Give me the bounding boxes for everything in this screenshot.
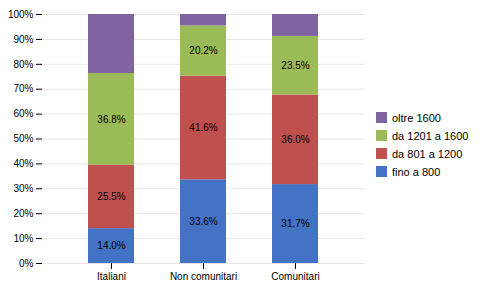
svg-text:100%: 100% xyxy=(8,9,34,20)
svg-text:25.5%: 25.5% xyxy=(97,191,125,202)
svg-text:23.5%: 23.5% xyxy=(281,60,309,71)
svg-text:30%: 30% xyxy=(13,183,33,194)
svg-text:10%: 10% xyxy=(13,233,33,244)
svg-text:33.6%: 33.6% xyxy=(189,216,217,227)
html-text:fino a 800: fino a 800 xyxy=(392,165,441,178)
svg-text:Comunitari: Comunitari xyxy=(271,271,319,282)
svg-text:20%: 20% xyxy=(13,208,33,219)
svg-text:40%: 40% xyxy=(13,158,33,169)
svg-text:Italiani: Italiani xyxy=(97,271,126,282)
html-text:oltre 1600: oltre 1600 xyxy=(392,111,441,124)
svg-text:20.2%: 20.2% xyxy=(189,45,217,56)
svg-text:50%: 50% xyxy=(13,133,33,144)
svg-text:31.7%: 31.7% xyxy=(281,218,309,229)
svg-text:14.0%: 14.0% xyxy=(97,240,125,251)
svg-text:0%: 0% xyxy=(19,258,34,269)
svg-text:36.0%: 36.0% xyxy=(281,134,309,145)
svg-text:60%: 60% xyxy=(13,108,33,119)
svg-text:90%: 90% xyxy=(13,34,33,45)
html-text:da 801 a 1200: da 801 a 1200 xyxy=(392,147,463,160)
svg-text:70%: 70% xyxy=(13,83,33,94)
svg-text:Non comunitari: Non comunitari xyxy=(170,271,237,282)
html-text:da 1201 a 1600: da 1201 a 1600 xyxy=(392,129,469,142)
svg-text:80%: 80% xyxy=(13,59,33,70)
svg-text:41.6%: 41.6% xyxy=(189,122,217,133)
svg-text:36.8%: 36.8% xyxy=(97,114,125,125)
